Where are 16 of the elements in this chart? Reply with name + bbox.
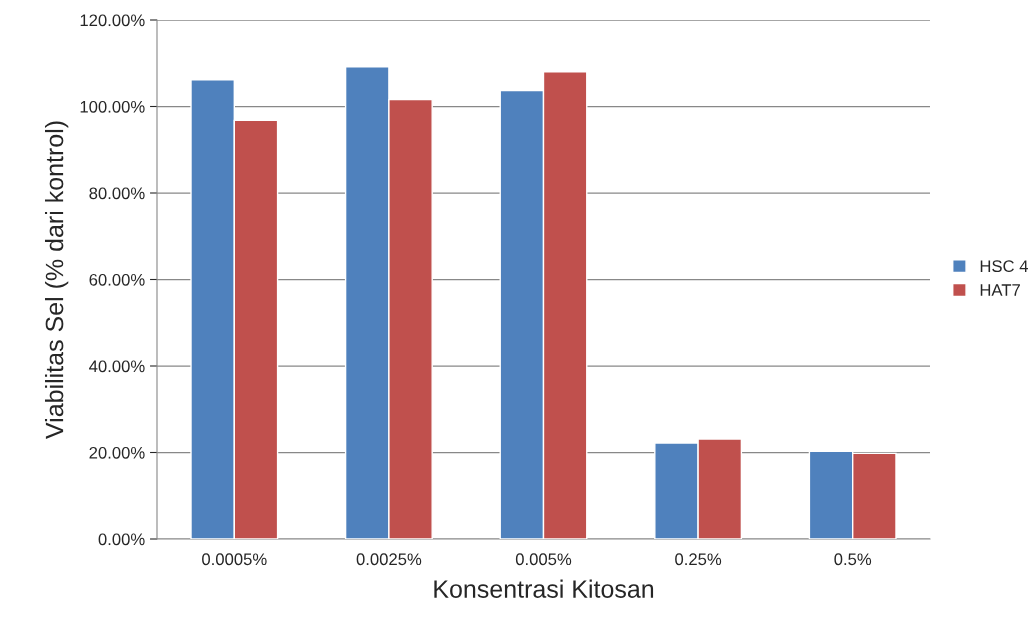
legend-label: HAT7 bbox=[980, 284, 1020, 296]
y-tick-label: 20.00% bbox=[89, 446, 145, 459]
x-tick-label: 0.005% bbox=[515, 553, 572, 566]
y-tick-label: 60.00% bbox=[89, 273, 145, 286]
legend-label: HSC 4 bbox=[980, 260, 1028, 273]
x-axis-title: Konsentrasi Kitosan bbox=[434, 579, 654, 598]
x-tick-label: 0.0025% bbox=[356, 553, 422, 566]
x-tick-label: 0.5% bbox=[834, 553, 872, 566]
y-tick-label: 80.00% bbox=[89, 187, 145, 200]
x-tick-label: 0.25% bbox=[675, 553, 722, 566]
y-tick-label: 120.00% bbox=[80, 14, 145, 27]
y-axis-title: Viabilitas Sel (% dari kontrol) bbox=[44, 121, 69, 439]
y-tick-label: 0.00% bbox=[98, 533, 145, 546]
x-tick-label: 0.0005% bbox=[202, 553, 267, 566]
y-tick-label: 100.00% bbox=[80, 100, 145, 113]
y-tick-label: 40.00% bbox=[89, 360, 145, 373]
